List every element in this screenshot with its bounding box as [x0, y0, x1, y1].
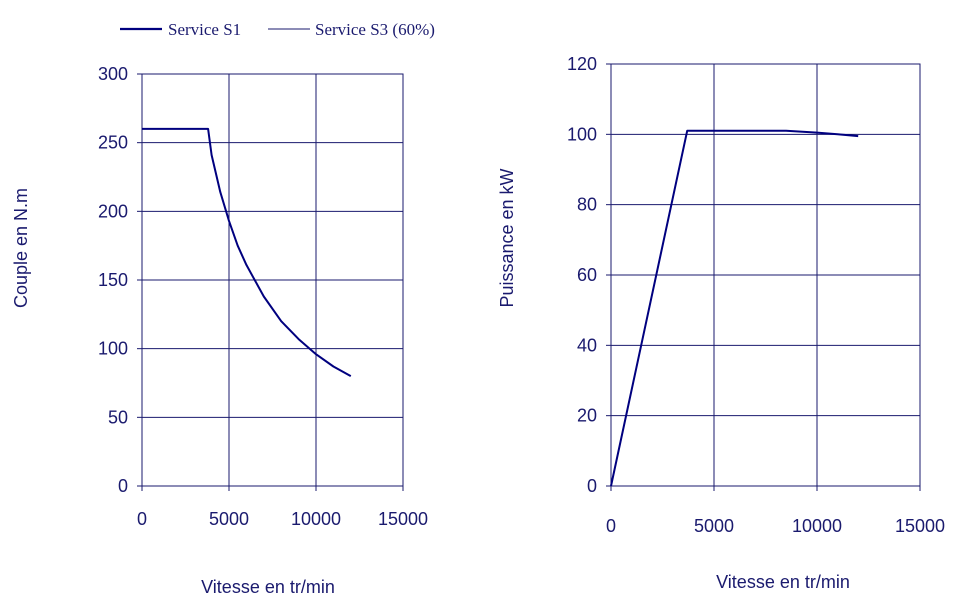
torque-y-tick-label: 50	[108, 407, 128, 427]
torque-chart-x-axis-label: Vitesse en tr/min	[201, 577, 335, 597]
power-y-tick-label: 60	[577, 265, 597, 285]
torque-y-tick-label: 200	[98, 201, 128, 221]
power-y-tick-label: 80	[577, 195, 597, 215]
torque-y-tick-label: 300	[98, 64, 128, 84]
power-chart-y-axis-label: Puissance en kW	[497, 168, 517, 307]
power-y-tick-label: 100	[567, 124, 597, 144]
torque-plot-area	[141, 73, 404, 487]
torque-x-tick-label: 15000	[378, 509, 428, 529]
power-x-tick-label: 10000	[792, 516, 842, 536]
torque-y-tick-label: 150	[98, 270, 128, 290]
legend-label-service-s1: Service S1	[168, 20, 241, 39]
power-y-tick-label: 40	[577, 335, 597, 355]
power-y-tick-label: 120	[567, 54, 597, 74]
torque-y-tick-label: 100	[98, 339, 128, 359]
power-x-tick-label: 0	[606, 516, 616, 536]
power-series-line-service-s1	[610, 129, 859, 487]
torque-y-tick-label: 250	[98, 133, 128, 153]
power-x-tick-label: 5000	[694, 516, 734, 536]
torque-x-tick-label: 10000	[291, 509, 341, 529]
legend-label-service-s3: Service S3 (60%)	[315, 20, 435, 39]
legend: Service S1 Service S3 (60%)	[120, 20, 435, 39]
power-x-tick-label: 15000	[895, 516, 945, 536]
torque-series-line-service-s1	[142, 127, 352, 377]
power-chart-x-axis-label: Vitesse en tr/min	[716, 572, 850, 592]
torque-x-tick-label: 5000	[209, 509, 249, 529]
torque-chart-y-axis-label: Couple en N.m	[11, 188, 31, 308]
power-y-tick-label: 20	[577, 406, 597, 426]
power-plot-area	[610, 63, 921, 487]
torque-y-tick-label: 0	[118, 476, 128, 496]
torque-chart: 0 50 100 150 200 250 300 0 5000 10000 15000	[98, 64, 428, 529]
torque-x-tick-label: 0	[137, 509, 147, 529]
power-chart: 0 20 40 60 80 100 120 0 5000 10000 15000	[567, 54, 945, 536]
power-y-tick-label: 0	[587, 476, 597, 496]
